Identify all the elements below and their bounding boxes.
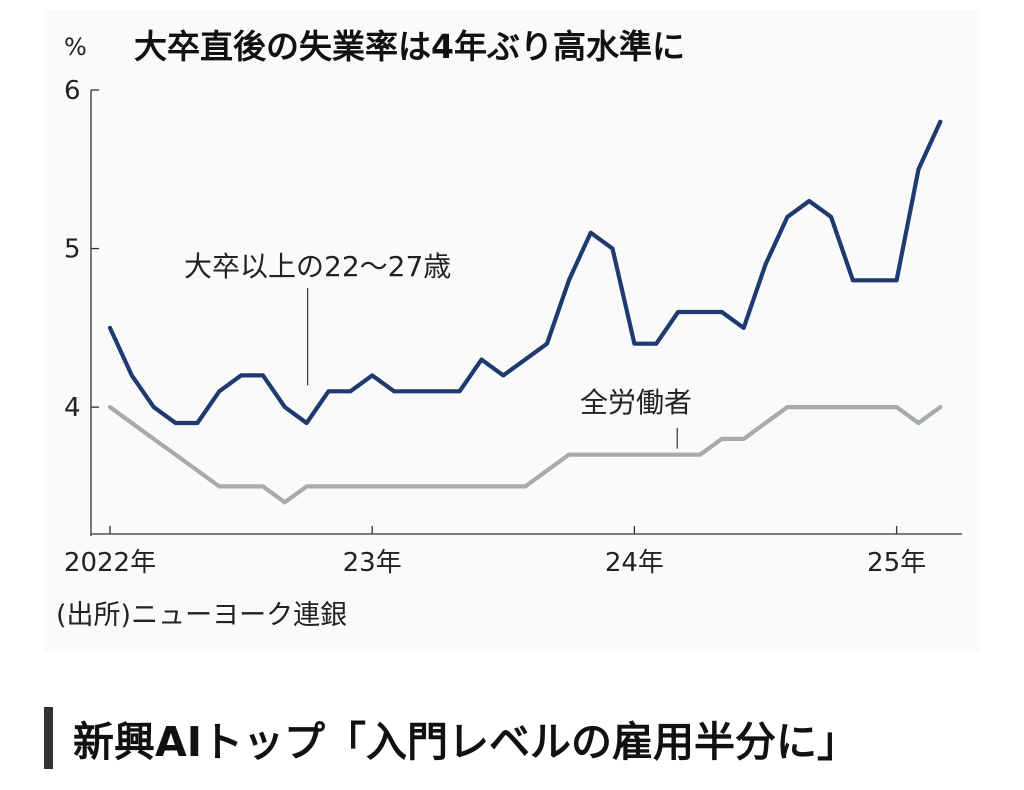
y-tick-label: 4 [64, 393, 81, 423]
source-note: (出所)ニューヨーク連銀 [56, 600, 347, 631]
chart-card: % 大卒直後の失業率は4年ぶり高水準に 4 5 6 2022年 23年 24年 25年 大卒… [44, 10, 980, 652]
x-tick-label: 24年 [605, 548, 664, 578]
headline-accent-bar [44, 707, 53, 769]
chart-title: 大卒直後の失業率は4年ぶり高水準に [134, 27, 685, 66]
college-grads-series-label: 大卒以上の22〜27歳 [184, 250, 451, 283]
y-tick-label: 5 [64, 235, 81, 265]
x-tick-label: 25年 [867, 548, 926, 578]
series-line-college-grads [107, 119, 943, 426]
axes: 4 5 6 2022年 23年 24年 25年 [64, 76, 962, 578]
series-lines [107, 119, 943, 505]
x-tick-label: 23年 [343, 548, 402, 578]
line-chart: % 大卒直後の失業率は4年ぶり高水準に 4 5 6 2022年 23年 24年 25年 大卒… [56, 27, 962, 631]
article-headline[interactable]: 新興AIトップ「入門レベルの雇用半分に」 [44, 702, 858, 774]
x-tick-label: 2022年 [64, 548, 156, 578]
headline-text: 新興AIトップ「入門レベルの雇用半分に」 [73, 718, 858, 766]
y-unit-label: % [64, 33, 87, 61]
series-line-all-workers [107, 405, 943, 505]
all-workers-series-label: 全労働者 [580, 386, 692, 419]
y-tick-label: 6 [64, 76, 81, 106]
